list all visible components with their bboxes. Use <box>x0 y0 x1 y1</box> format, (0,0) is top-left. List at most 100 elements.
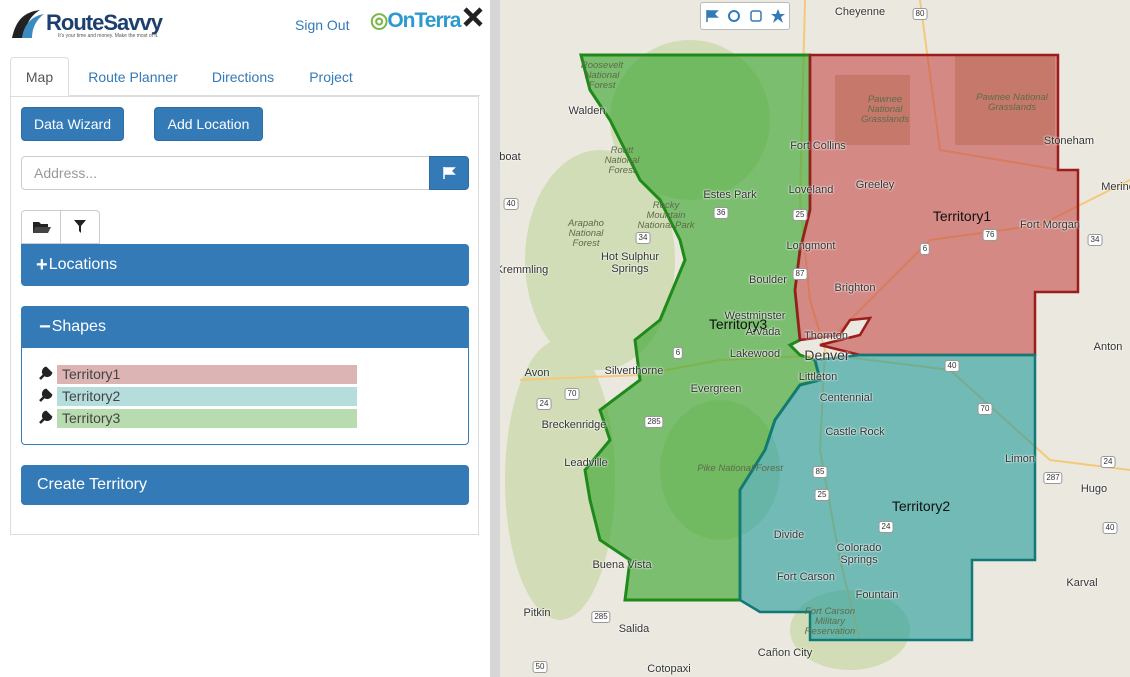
place-label: Breckenridge <box>541 419 607 431</box>
tab-content <box>10 96 479 535</box>
tab[interactable]: Directions <box>211 68 275 85</box>
place-label: Denver <box>804 347 850 363</box>
place-label: Arvada <box>745 326 781 338</box>
placeholder: Address... <box>34 165 98 181</box>
place-label: Evergreen <box>690 383 742 395</box>
highway-shield: 24 <box>536 398 552 410</box>
park-label: Arapaho National Forest <box>568 218 604 249</box>
locations-panel[interactable]: + Locations <box>21 244 469 286</box>
circle-tool[interactable] <box>727 9 741 23</box>
highway-shield: 34 <box>635 232 651 244</box>
park-label: Pike National Forest <box>697 463 783 474</box>
map[interactable]: Cheyenne Walden Fort Collins Loveland Greele… <box>500 0 1130 677</box>
create-territory-button[interactable]: Create Territory <box>21 465 469 505</box>
highway-shield: 285 <box>591 611 611 623</box>
shapes-header[interactable]: − Shapes <box>21 306 469 348</box>
add-location-button[interactable]: Add Location <box>154 107 263 141</box>
logo-icon <box>12 10 44 38</box>
close-button[interactable] <box>462 6 484 28</box>
highway-shield: 50 <box>532 661 548 673</box>
highway-shield: 40 <box>503 198 519 210</box>
highway-shield: 76 <box>982 229 998 241</box>
highway-shield: 70 <box>977 403 993 415</box>
place-label: Karval <box>1066 577 1098 589</box>
data-wizard-button[interactable]: Data Wizard <box>21 107 124 141</box>
brand: ◎OnTerra <box>370 9 461 32</box>
place-label: Castle Rock <box>825 426 885 438</box>
place-label: Stoneham <box>1043 135 1095 147</box>
place-label: Avon <box>524 367 550 379</box>
highway-shield: 24 <box>1100 456 1116 468</box>
draw-toolbar <box>700 2 790 30</box>
highway-shield: 34 <box>1087 234 1103 246</box>
place-label: Brighton <box>834 282 876 294</box>
territory-label: Territory1 <box>932 208 992 224</box>
territory2-shape[interactable] <box>738 353 1037 642</box>
highway-shield: 25 <box>792 209 808 221</box>
flag-tool[interactable] <box>705 9 719 23</box>
place-label: boat <box>500 151 521 163</box>
place-label: Fountain <box>855 589 899 601</box>
place-label: Centennial <box>819 392 873 404</box>
place-label: Westminster <box>724 310 786 322</box>
place-label: Buena Vista <box>592 559 652 571</box>
place-label: Silverthorne <box>604 365 664 377</box>
territory-item[interactable]: Territory1 <box>57 365 357 384</box>
park-label: Roosevelt National Forest <box>580 60 624 91</box>
address-input[interactable]: Address... <box>21 156 430 190</box>
highway-shield: 70 <box>564 388 580 400</box>
highway-shield: 36 <box>713 207 729 219</box>
place-label: Kremmling <box>500 264 549 276</box>
edit-icon[interactable] <box>39 388 53 402</box>
star-tool[interactable] <box>771 9 785 23</box>
place-label: Cañon City <box>757 647 813 659</box>
edit-icon[interactable] <box>39 410 53 424</box>
place-label: Leadville <box>564 457 608 469</box>
territory1-shape[interactable] <box>793 53 1080 357</box>
highway-shield: 24 <box>878 521 894 533</box>
place-label: Longmont <box>786 240 836 252</box>
highway-shield: 40 <box>944 360 960 372</box>
place-label: Greeley <box>855 179 895 191</box>
place-label: Littleton <box>798 371 838 383</box>
place-label: Cheyenne <box>834 6 886 18</box>
filter-icon[interactable] <box>73 219 87 235</box>
highway-shield: 6 <box>919 243 931 255</box>
territory-item[interactable]: Territory3 <box>57 409 357 428</box>
place-label: Estes Park <box>703 189 757 201</box>
place-label: Lakewood <box>729 348 781 360</box>
sign-out[interactable]: Sign Out <box>295 17 350 33</box>
highway-shield: 6 <box>672 347 684 359</box>
brand-text: OnTerra <box>387 9 461 32</box>
highway-shield: 40 <box>1102 522 1118 534</box>
park-label: Pawnee National Grasslands <box>976 92 1048 113</box>
place-label: Hot Sulphur Springs <box>600 251 660 275</box>
rect-tool[interactable] <box>749 9 763 23</box>
park-label: Fort Carson Military Reservation <box>804 606 856 637</box>
park-label: Routt National Forest <box>604 145 640 176</box>
place-label: Anton <box>1093 341 1123 353</box>
sidebar: RouteSavvy It's your time and money. Mak… <box>0 0 490 677</box>
toolbar-divider <box>60 210 61 244</box>
place-label: Merino <box>1101 181 1130 193</box>
edit-icon[interactable] <box>39 366 53 380</box>
flag-button[interactable] <box>429 156 469 190</box>
tab[interactable]: Route Planner <box>88 68 178 85</box>
place-label: Pitkin <box>523 607 551 619</box>
panel-title: Shapes <box>51 318 106 335</box>
folder-icon[interactable] <box>32 219 52 235</box>
place-label: Thornton <box>803 330 849 342</box>
place-label: Hugo <box>1080 483 1108 495</box>
territory-item[interactable]: Territory2 <box>57 387 357 406</box>
park-label: Pawnee National Grasslands <box>860 94 910 125</box>
territory-label: Territory3 <box>708 316 768 332</box>
tab[interactable]: Project <box>309 68 353 85</box>
territory-label: Territory2 <box>891 498 951 514</box>
park-label: Rocky Mountain National Park <box>637 200 695 231</box>
place-label: Cotopaxi <box>647 663 691 675</box>
tab[interactable]: Map <box>10 57 69 96</box>
place-label: Loveland <box>788 184 834 196</box>
place-label: Colorado Springs <box>836 542 882 566</box>
territory3-shape[interactable] <box>579 53 822 602</box>
panel-title: Locations <box>48 256 118 273</box>
